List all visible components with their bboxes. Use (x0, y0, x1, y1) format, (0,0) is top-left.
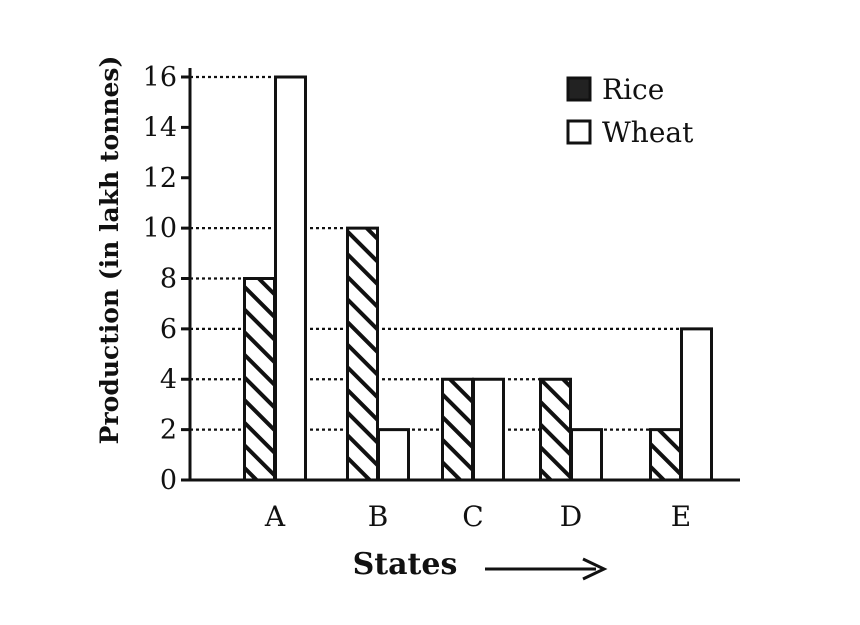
bar-rice-B (346, 226, 379, 482)
x-axis-title: States (353, 547, 458, 582)
y-tick-label: 12 (143, 163, 177, 194)
y-tick-label: 4 (160, 364, 177, 395)
y-ticks: 0 2 4 6 8 10 12 14 16 (143, 62, 190, 496)
x-ticks: A B C D E (264, 500, 691, 533)
bar-wheat-E (680, 327, 713, 482)
y-tick-label: 16 (143, 62, 177, 93)
bar-wheat-A (274, 75, 307, 482)
bar-wheat-D (570, 428, 603, 482)
legend-label-rice: Rice (602, 73, 664, 106)
y-tick-label: 2 (160, 415, 177, 446)
legend: Rice Wheat (566, 73, 694, 149)
y-axis-title: Production (in lakh tonnes) (95, 56, 124, 445)
x-tick-label: B (368, 500, 389, 533)
legend-label-wheat: Wheat (602, 116, 694, 149)
x-tick-label: A (264, 500, 286, 533)
legend-swatch-rice (566, 76, 592, 102)
bar-rice-E (649, 428, 682, 482)
bar-rice-D (539, 377, 572, 482)
axes (188, 68, 740, 482)
x-tick-label: E (671, 500, 691, 533)
legend-swatch-wheat (566, 119, 592, 145)
x-axis-arrow (485, 557, 608, 581)
y-tick-label: 0 (160, 465, 177, 496)
x-tick-label: D (560, 500, 582, 533)
bar-wheat-B (377, 428, 410, 482)
bar-rice-C (441, 377, 474, 482)
y-tick-label: 14 (143, 112, 177, 143)
y-tick-label: 10 (143, 213, 177, 244)
bar-rice-A (243, 277, 276, 482)
y-tick-label: 8 (160, 264, 177, 295)
bars (243, 75, 713, 482)
bar-wheat-C (472, 377, 505, 482)
y-tick-label: 6 (160, 314, 177, 345)
x-tick-label: C (462, 500, 483, 533)
